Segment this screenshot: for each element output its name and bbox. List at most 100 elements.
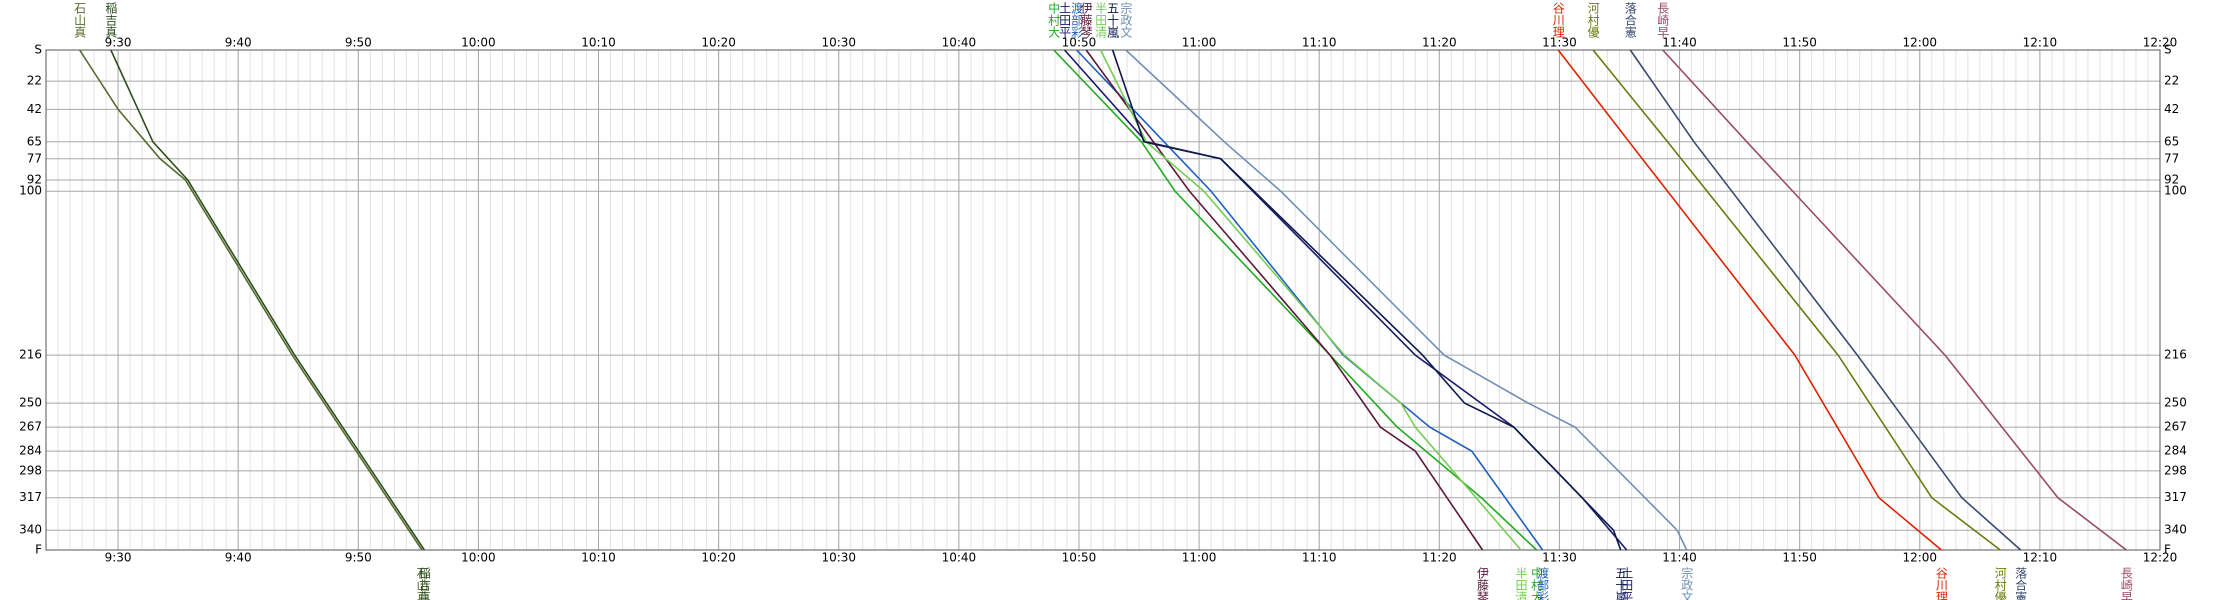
runner-start-label: 河村優 [1586, 2, 1600, 39]
runner-line [1592, 49, 2001, 551]
y-tick-label: 42 [27, 102, 42, 116]
runner-start-label: 長崎早 [1656, 2, 1670, 38]
runner-start-label: 中村大 [1047, 1, 1061, 38]
runner-line [1662, 49, 2127, 551]
x-tick-label: 12:10 [2023, 36, 2058, 50]
y-tick-label: 65 [27, 134, 42, 148]
runner-start-label: 稲吉真 [104, 2, 118, 39]
x-tick-label: 10:30 [821, 551, 856, 565]
y-tick-label: 77 [27, 151, 42, 165]
x-tick-label: 11:40 [1662, 551, 1697, 565]
runner-end-label: 土田平 [1620, 567, 1634, 600]
y-tick-label: F [35, 543, 42, 557]
y-tick-label: S [2164, 43, 2172, 57]
runner-start-label: 谷川理 [1551, 2, 1565, 38]
x-tick-label: 11:00 [1182, 551, 1217, 565]
runner-start-label: 石山真 [73, 2, 87, 39]
y-tick-label: 317 [2164, 490, 2187, 504]
runner-line [1111, 49, 1622, 551]
y-tick-label: 216 [19, 348, 42, 362]
x-tick-label: 9:40 [225, 551, 252, 565]
y-tick-label: 284 [19, 444, 42, 458]
x-tick-label: 11:50 [1782, 551, 1817, 565]
x-tick-label: 9:30 [105, 36, 132, 50]
runner-start-label: 五十嵐 [1106, 2, 1120, 39]
y-tick-label: 22 [2164, 74, 2179, 88]
runner-line [110, 49, 426, 551]
x-tick-label: 9:30 [105, 551, 132, 565]
y-tick-label: 340 [2164, 523, 2187, 537]
x-tick-label: 10:00 [461, 36, 496, 50]
runner-end-label: 半田清 [1514, 567, 1528, 600]
runner-line [78, 49, 423, 551]
y-tick-label: 92 [2164, 172, 2179, 186]
runner-line [1075, 49, 1544, 551]
x-tick-label: 11:20 [1422, 551, 1457, 565]
x-tick-label: 10:50 [1062, 551, 1097, 565]
x-tick-label: 11:10 [1302, 551, 1337, 565]
runner-line [1085, 49, 1484, 551]
runner-end-label: 五十嵐 [1614, 567, 1628, 600]
y-tick-label: 250 [2164, 396, 2187, 410]
x-tick-label: 12:10 [2023, 551, 2058, 565]
y-tick-label: 267 [2164, 420, 2187, 434]
runner-line [1629, 49, 2022, 551]
y-tick-label: 317 [19, 490, 42, 504]
y-tick-label: 216 [2164, 348, 2187, 362]
y-tick-label: 267 [19, 420, 42, 434]
x-tick-label: 11:50 [1782, 36, 1817, 50]
runner-end-label: 河村優 [1993, 567, 2007, 600]
y-tick-label: 42 [2164, 102, 2179, 116]
x-tick-label: 9:50 [345, 551, 372, 565]
y-tick-label: 22 [27, 74, 42, 88]
runner-end-label: 宗政文 [1680, 566, 1694, 600]
runner-end-label: 渡部彩 [1536, 566, 1550, 600]
y-tick-label: 92 [27, 172, 42, 186]
x-tick-label: 11:30 [1542, 551, 1577, 565]
x-tick-label: 11:40 [1662, 36, 1697, 50]
x-tick-label: 10:40 [942, 36, 977, 50]
x-tick-label: 12:20 [2143, 551, 2178, 565]
x-tick-label: 11:00 [1182, 36, 1217, 50]
plot-frame [45, 49, 2161, 551]
x-tick-label: 9:40 [225, 36, 252, 50]
x-tick-label: 12:00 [1902, 36, 1937, 50]
x-tick-label: 10:40 [942, 551, 977, 565]
y-tick-label: 100 [19, 184, 42, 198]
y-tick-label: S [34, 43, 42, 57]
runner-end-label: 落合憲 [2014, 567, 2028, 600]
runner-end-label: 長崎早 [2119, 567, 2133, 600]
x-tick-label: 11:20 [1422, 36, 1457, 50]
runner-end-label: 伊藤琴 [1476, 567, 1490, 600]
runner-line [1125, 49, 1688, 551]
y-tick-label: F [2164, 543, 2171, 557]
runner-start-label: 宗政文 [1119, 1, 1133, 38]
y-tick-label: 298 [2164, 463, 2187, 477]
runner-start-label: 落合憲 [1623, 2, 1637, 38]
x-tick-label: 12:00 [1902, 551, 1937, 565]
y-tick-label: 284 [2164, 444, 2187, 458]
runner-end-label: 中村大 [1530, 566, 1544, 600]
x-tick-label: 10:10 [581, 36, 616, 50]
x-tick-label: 10:20 [701, 36, 736, 50]
x-tick-label: 12:20 [2143, 36, 2178, 50]
y-tick-label: 77 [2164, 151, 2179, 165]
y-tick-label: 340 [19, 523, 42, 537]
x-tick-label: 10:20 [701, 551, 736, 565]
runner-end-label: 谷川理 [1934, 567, 1948, 600]
y-tick-label: 65 [2164, 134, 2179, 148]
x-tick-label: 9:50 [345, 36, 372, 50]
x-tick-label: 10:30 [821, 36, 856, 50]
y-tick-label: 298 [19, 463, 42, 477]
x-tick-label: 10:00 [461, 551, 496, 565]
y-tick-label: 100 [2164, 184, 2187, 198]
y-tick-label: 250 [19, 396, 42, 410]
runner-start-label: 伊藤琴 [1079, 2, 1093, 39]
runner-end-label: 稲吉真 [417, 567, 431, 600]
runner-start-label: 渡部彩 [1070, 1, 1084, 38]
runner-start-label: 半田清 [1094, 2, 1108, 39]
runner-line [1099, 49, 1522, 551]
x-tick-label: 10:10 [581, 551, 616, 565]
